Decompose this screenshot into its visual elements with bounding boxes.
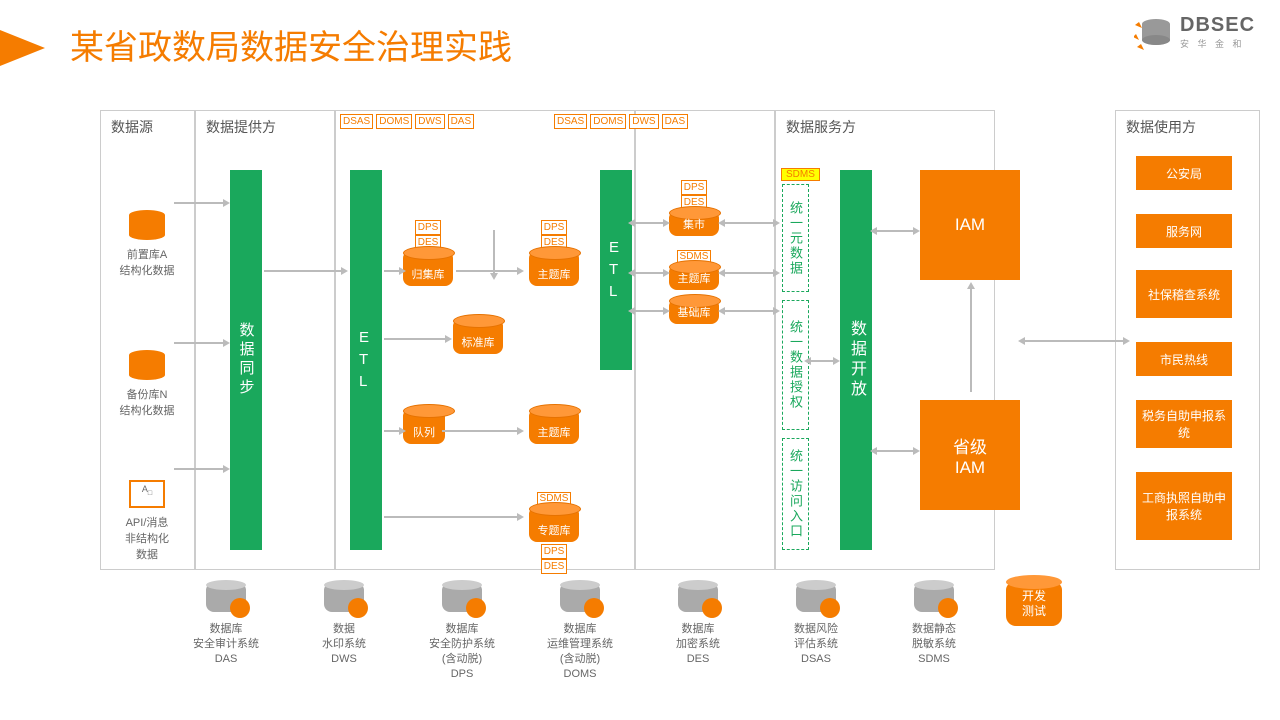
user-1: 公安局 — [1136, 156, 1232, 190]
bar-sync: 数据同步 — [230, 170, 262, 550]
architecture-diagram: 数据源 数据提供方 数据服务方 数据使用方 DSAS DOMS DWS DAS … — [100, 110, 1260, 580]
arrow — [493, 230, 495, 274]
logo-icon — [1134, 14, 1174, 54]
user-5: 税务自助申报系统 — [1136, 400, 1232, 448]
db-guiji: DPSDES 归集库 — [400, 220, 456, 286]
db-biaozhun: 标准库 — [450, 320, 506, 354]
arrow — [876, 450, 914, 452]
arrow — [264, 270, 342, 272]
mask-db-icon — [912, 580, 956, 616]
logo-sub: 安 华 金 和 — [1180, 37, 1258, 50]
source-2: 备份库N 结构化数据 — [106, 350, 188, 418]
arrow — [970, 288, 972, 392]
unified-access: 统一访问入口 — [782, 438, 809, 550]
title-triangle — [0, 30, 45, 66]
system-sdms: 数据静态 脱敏系统 SDMS — [888, 580, 980, 682]
arrow — [456, 270, 518, 272]
logo-text: DBSEC — [1180, 14, 1258, 37]
logo: DBSEC 安 华 金 和 — [1138, 14, 1258, 50]
tags-row-a: DSAS DOMS DWS DAS — [340, 114, 474, 129]
unified-auth: 统一数据授权 — [782, 300, 809, 430]
bottom-systems: 数据库 安全审计系统 DAS 数据 水印系统 DWS 数据库 安全防护系统 (含… — [180, 580, 1080, 682]
arrow — [724, 222, 774, 224]
arrow — [1024, 340, 1124, 342]
arrow — [724, 272, 774, 274]
arrow — [384, 338, 446, 340]
bar-open: 数据开放 — [840, 170, 872, 550]
unified-metadata: 统一元数据 — [782, 184, 809, 292]
wrench-db-icon — [558, 580, 602, 616]
dev-cylinder-icon: 开发 测试 — [1006, 582, 1062, 626]
arrow — [384, 430, 400, 432]
db-jichu: 基础库 — [666, 300, 722, 324]
db-zhuti2: 主题库 — [526, 410, 582, 444]
risk-db-icon — [794, 580, 838, 616]
tags-row-b: DSAS DOMS DWS DAS — [554, 114, 688, 129]
unified-header: SDMS — [781, 168, 820, 181]
db-icon — [129, 350, 165, 380]
system-dsas: 数据风险 评估系统 DSAS — [770, 580, 862, 682]
api-icon: A□ — [129, 480, 165, 508]
iam-top: IAM — [920, 170, 1020, 280]
arrow — [876, 230, 914, 232]
db-zhuti: DPSDES 主题库 — [526, 220, 582, 286]
arrow — [442, 430, 518, 432]
source-3: A□ API/消息 非结构化 数据 — [106, 480, 188, 562]
arrow — [810, 360, 834, 362]
eye-db-icon — [204, 580, 248, 616]
pin-db-icon — [322, 580, 366, 616]
page-title: 某省政数局数据安全治理实践 — [70, 20, 512, 69]
bar-etl1: ETL — [350, 170, 382, 550]
arrow — [634, 272, 664, 274]
db-zhuanti: SDMS 专题库 DPSDES — [526, 488, 582, 574]
user-4: 市民热线 — [1136, 342, 1232, 376]
system-dws: 数据 水印系统 DWS — [298, 580, 390, 682]
user-6: 工商执照自助申报系统 — [1136, 472, 1232, 540]
col-mid2 — [635, 110, 775, 570]
system-doms: 数据库 运维管理系统 (含动脱) DOMS — [534, 580, 626, 682]
system-das: 数据库 安全审计系统 DAS — [180, 580, 272, 682]
arrow — [174, 468, 224, 470]
col-provider: 数据提供方 — [195, 110, 335, 570]
arrow — [634, 222, 664, 224]
arrow — [724, 310, 774, 312]
system-des: 数据库 加密系统 DES — [652, 580, 744, 682]
system-dps: 数据库 安全防护系统 (含动脱) DPS — [416, 580, 508, 682]
lock-db-icon — [676, 580, 720, 616]
source-1: 前置库A 结构化数据 — [106, 210, 188, 278]
arrow — [174, 202, 224, 204]
arrow — [174, 342, 224, 344]
arrow — [384, 270, 400, 272]
db-zhuti3: SDMS 主题库 — [666, 246, 722, 290]
arrow — [384, 516, 518, 518]
iam-bottom: 省级 IAM — [920, 400, 1020, 510]
db-jishi: DPSDES 集市 — [666, 180, 722, 236]
shield-db-icon — [440, 580, 484, 616]
arrow — [634, 310, 664, 312]
user-3: 社保稽查系统 — [1136, 270, 1232, 318]
db-icon — [129, 210, 165, 240]
system-dev: 开发 测试 — [1006, 580, 1070, 682]
user-2: 服务网 — [1136, 214, 1232, 248]
